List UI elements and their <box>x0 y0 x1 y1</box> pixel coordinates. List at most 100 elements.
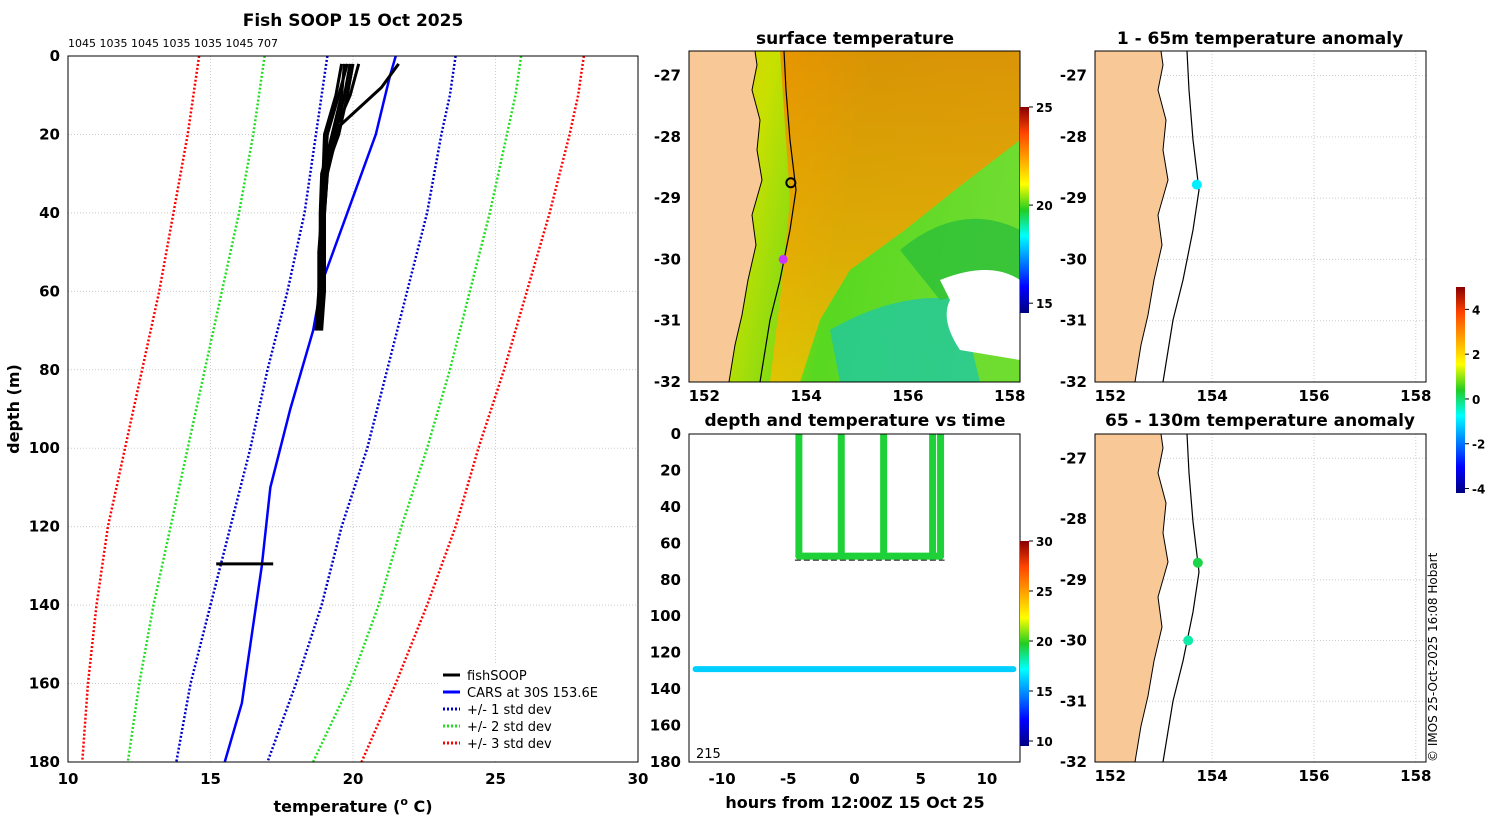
map-xtick-label: 154 <box>1196 767 1227 785</box>
sst-cb-tick-label: 20 <box>1036 199 1053 213</box>
sd2-minus-line <box>126 56 266 762</box>
anom-shallow-isobath <box>1162 51 1200 382</box>
profile-yticks: 0 20 40 60 80 100 120 140 160 180 <box>29 47 60 771</box>
anom-deep-ticks: 152 154 156 158 -27 -28 -29 -30 -31 -32 <box>1060 449 1432 785</box>
anom-shallow-ticks: 152 154 156 158 -27 -28 -29 -30 -31 -32 <box>1060 67 1432 405</box>
profile-xtick-label: 15 <box>200 770 221 788</box>
anom-shallow-frame <box>1094 50 1427 383</box>
map-ytick-label: -29 <box>1060 571 1087 589</box>
legend-label-cars: CARS at 30S 153.6E <box>467 686 598 701</box>
map-xtick-label: 158 <box>1400 387 1431 405</box>
dt-cb-tick-label: 25 <box>1036 585 1053 599</box>
credit-text: © IMOS 25-Oct-2025 16:08 Hobart <box>1426 552 1440 762</box>
sst-warm-current <box>770 51 1020 382</box>
anomaly-shallow-panel: 1 - 65m temperature anomaly 152 154 156 158… <box>1060 29 1432 405</box>
map-ytick-label: -32 <box>1060 373 1087 391</box>
map-xtick-label: 152 <box>1095 387 1126 405</box>
dt-ytick-label: 100 <box>650 607 681 625</box>
map-xtick-label: 154 <box>790 387 821 405</box>
sd3-plus-line <box>360 56 586 762</box>
sst-cb-tick-label: 15 <box>1036 297 1053 311</box>
profile-grid <box>67 55 639 763</box>
anom-cb-tick-label: 2 <box>1472 348 1480 362</box>
sd1-minus-line <box>175 56 329 762</box>
dt-colorbar-ticks: 30 25 20 15 10 <box>1029 535 1053 749</box>
profile-subtitle: 1045 1035 1045 1035 1035 1045 707 <box>68 37 278 50</box>
profile-ytick-label: 80 <box>39 361 60 379</box>
profile-ytick-label: 20 <box>39 125 60 143</box>
map-ytick-label: -30 <box>1060 250 1087 268</box>
profile-series <box>81 56 586 762</box>
map-ytick-label: -28 <box>1060 510 1087 528</box>
sst-map-panel: surface temperature 152 154 156 158 -27 -28 -2… <box>654 29 1053 405</box>
anom-shallow-points <box>1191 179 1202 190</box>
dt-cb-tick-label: 30 <box>1036 535 1053 549</box>
dt-ytick-label: 40 <box>660 498 681 516</box>
sst-cool-eddy <box>830 298 980 382</box>
profile-ytick-label: 120 <box>29 518 60 536</box>
legend-box <box>438 664 636 760</box>
map-xtick-label: 156 <box>1298 767 1329 785</box>
profile-ytick-label: 180 <box>29 753 60 771</box>
anomaly-colorbar <box>1456 287 1465 493</box>
anom-deep-body <box>1095 434 1200 762</box>
vessel-position-marker <box>785 177 797 189</box>
sst-cb-tick-label: 25 <box>1036 101 1053 115</box>
sst-colorbar <box>1020 107 1029 313</box>
anom-cb-tick-label: -2 <box>1472 438 1485 452</box>
profile-ytick-label: 160 <box>29 675 60 693</box>
legend-label-sd2: +/- 2 std dev <box>467 720 552 735</box>
anom-shallow-land <box>1095 51 1169 382</box>
sst-cloud-gap <box>940 270 1020 360</box>
sst-coast-land <box>689 51 762 382</box>
anom-deep-frame <box>1094 433 1427 763</box>
map-xtick-label: 156 <box>892 387 923 405</box>
dt-cb-tick-label: 10 <box>1036 735 1053 749</box>
anomaly-deep-panel: 65 - 130m temperature anomaly 152 154 156 1… <box>1060 287 1485 785</box>
legend-label-sd3: +/- 3 std dev <box>467 737 552 752</box>
profile-title: Fish SOOP 15 Oct 2025 <box>243 11 464 31</box>
anom-deep-points <box>1183 557 1203 646</box>
map-ytick-label: -27 <box>1060 67 1087 85</box>
dt-colorbar <box>1020 541 1029 746</box>
map-ytick-label: -30 <box>1060 632 1087 650</box>
anom-shallow-title: 1 - 65m temperature anomaly <box>1117 29 1403 49</box>
map-ytick-label: -32 <box>654 373 681 391</box>
sst-map-body <box>689 51 1020 382</box>
anom-deep-land <box>1095 434 1169 762</box>
anom-cb-tick-label: 4 <box>1472 303 1480 317</box>
anom-cb-tick-label: -4 <box>1472 483 1485 497</box>
dt-xtick-label: 10 <box>976 770 997 788</box>
sst-colorbar-ticks: 15 20 25 <box>1029 101 1053 311</box>
profile-ytick-label: 0 <box>50 47 60 65</box>
profile-xtick-label: 10 <box>58 770 79 788</box>
fishsoop-cast-line <box>317 63 352 331</box>
profile-xtick-label: 20 <box>343 770 364 788</box>
sst-coastline <box>728 51 763 382</box>
dt-cb-tick-label: 20 <box>1036 635 1053 649</box>
depth-time-panel: depth and temperature vs time -10 -5 0 5 100… <box>650 411 1053 812</box>
anom-cb-tick-label: 0 <box>1472 393 1480 407</box>
profile-ytick-label: 140 <box>29 596 60 614</box>
map-ytick-label: -27 <box>1060 449 1087 467</box>
map-ytick-label: -28 <box>654 128 681 146</box>
anomaly-colorbar-ticks: 4 2 0 -2 -4 <box>1465 303 1485 497</box>
dt-ytick-label: 180 <box>650 753 681 771</box>
map-ytick-label: -30 <box>654 250 681 268</box>
map-ytick-label: -29 <box>1060 189 1087 207</box>
cars-location-marker <box>778 254 788 264</box>
profile-frame <box>67 55 639 763</box>
cars-line <box>223 56 397 762</box>
profile-xtick-label: 30 <box>628 770 649 788</box>
dt-ytick-label: 60 <box>660 534 681 552</box>
profile-xtick-label: 25 <box>485 770 506 788</box>
map-xtick-label: 158 <box>994 387 1025 405</box>
sd3-minus-line <box>81 56 201 762</box>
sst-ticks: 152 154 156 158 -27 -28 -29 -30 -31 -32 <box>654 67 1026 405</box>
profile-legend: fishSOOP CARS at 30S 153.6E +/- 1 std de… <box>438 664 636 760</box>
dt-ytick-label: 80 <box>660 571 681 589</box>
map-ytick-label: -29 <box>654 189 681 207</box>
sst-isobath <box>759 51 797 382</box>
dt-xlabel: hours from 12:00Z 15 Oct 25 <box>725 793 984 812</box>
